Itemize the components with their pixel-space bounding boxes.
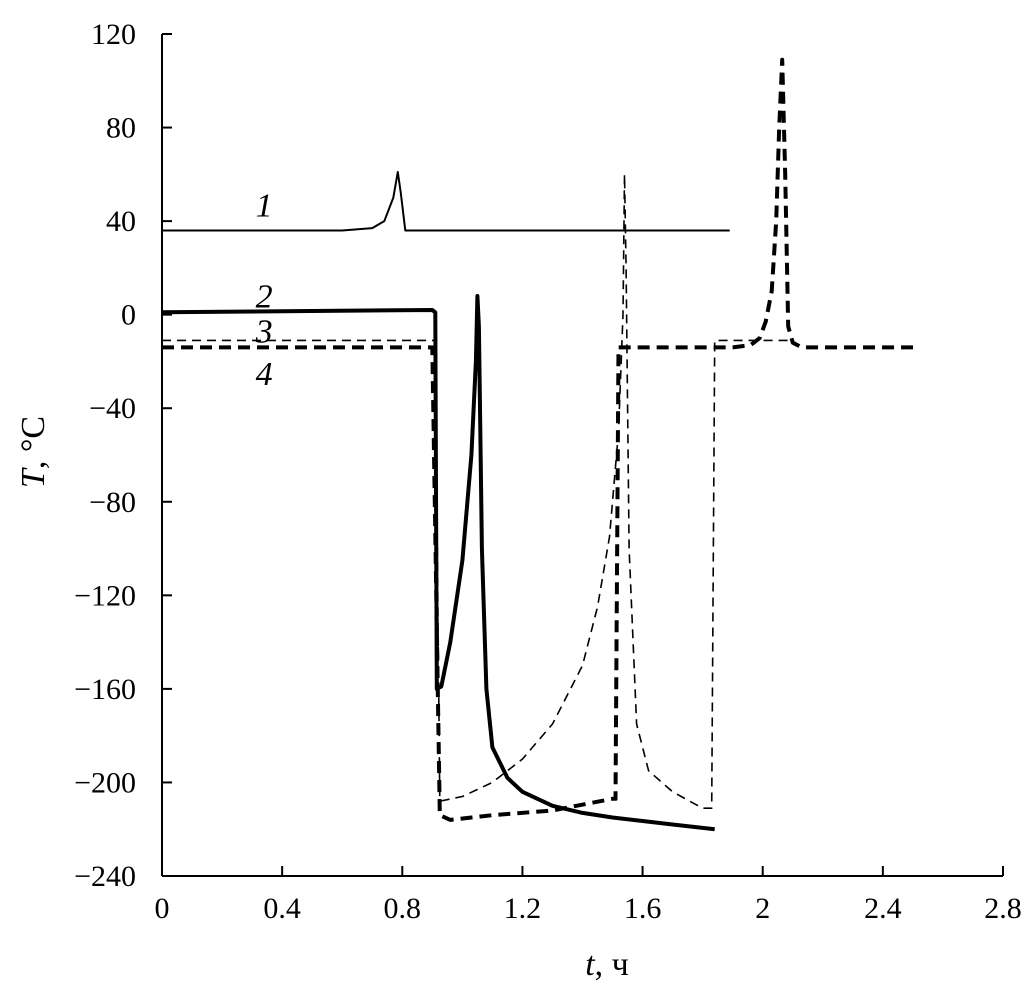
- curve-labels: 1 23 4: [255, 187, 273, 392]
- curve-1: [162, 171, 730, 232]
- x-axis-variable: t: [585, 946, 596, 983]
- curve-label-4: 4: [256, 356, 273, 393]
- y-tick-label: −120: [74, 579, 136, 612]
- x-axis-title: t, ч: [585, 946, 629, 983]
- y-axis-title: T, °С: [15, 416, 52, 488]
- x-tick-label: 0.4: [263, 892, 301, 925]
- y-tick-label: −240: [74, 860, 136, 893]
- y-axis-variable: T: [15, 467, 52, 488]
- x-tick-label: 0: [155, 892, 170, 925]
- curve-label-3: 3: [255, 314, 273, 351]
- x-axis-ticks: 0 0.4 0.8 1.2 1.6 2 2.4 2.8: [155, 866, 1022, 925]
- x-tick-label: 0.8: [384, 892, 422, 925]
- x-tick-label: 2: [755, 892, 770, 925]
- curve-label-1: 1: [256, 187, 273, 224]
- x-tick-label: 1.2: [504, 892, 542, 925]
- curve-label-2: 2: [256, 279, 273, 316]
- y-tick-label: 0: [121, 299, 136, 332]
- y-tick-label: 40: [106, 205, 136, 238]
- x-axis-unit: , ч: [595, 946, 629, 983]
- y-tick-label: −200: [74, 766, 136, 799]
- y-axis-ticks: −240 −200 −160 −120 −80 −40 0 40 80 120: [74, 18, 172, 893]
- x-tick-label: 1.6: [624, 892, 662, 925]
- x-tick-label: 2.8: [984, 892, 1022, 925]
- y-tick-label: −80: [89, 486, 136, 519]
- y-tick-label: −160: [74, 673, 136, 706]
- x-tick-label: 2.4: [864, 892, 902, 925]
- y-tick-label: 120: [91, 18, 136, 51]
- y-axis-unit: , °С: [15, 416, 52, 469]
- curve-4: [162, 57, 919, 822]
- curve-3: [162, 173, 790, 809]
- curves: [161, 57, 919, 832]
- y-tick-label: −40: [89, 392, 136, 425]
- y-tick-label: 80: [106, 112, 136, 145]
